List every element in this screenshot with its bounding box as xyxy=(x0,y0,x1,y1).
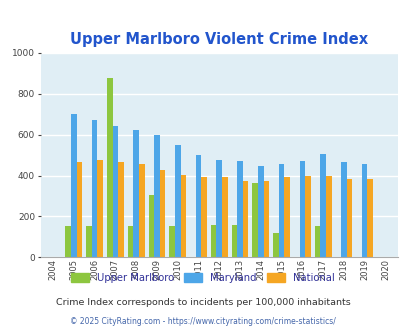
Bar xyxy=(118,162,124,257)
Bar xyxy=(231,225,237,257)
Bar xyxy=(195,155,201,257)
Bar xyxy=(314,226,320,257)
Bar xyxy=(284,177,289,257)
Bar xyxy=(305,176,310,257)
Bar xyxy=(340,162,346,257)
Text: © 2025 CityRating.com - https://www.cityrating.com/crime-statistics/: © 2025 CityRating.com - https://www.city… xyxy=(70,317,335,326)
Bar xyxy=(361,164,367,257)
Bar xyxy=(320,154,325,257)
Title: Upper Marlboro Violent Crime Index: Upper Marlboro Violent Crime Index xyxy=(70,32,367,48)
Bar xyxy=(169,226,175,257)
Bar xyxy=(210,225,216,257)
Bar xyxy=(139,164,144,257)
Bar xyxy=(201,177,207,257)
Bar xyxy=(237,161,242,257)
Bar xyxy=(175,145,180,257)
Bar xyxy=(86,226,92,257)
Bar xyxy=(180,175,185,257)
Bar xyxy=(367,179,372,257)
Bar xyxy=(252,183,257,257)
Bar xyxy=(133,130,139,257)
Bar xyxy=(257,166,263,257)
Bar xyxy=(77,162,82,257)
Bar xyxy=(299,161,305,257)
Bar xyxy=(325,176,331,257)
Bar xyxy=(154,135,159,257)
Bar xyxy=(278,164,284,257)
Bar xyxy=(242,181,248,257)
Bar xyxy=(216,160,222,257)
Bar xyxy=(273,233,278,257)
Legend: Upper Marlboro, Maryland, National: Upper Marlboro, Maryland, National xyxy=(67,269,338,287)
Bar xyxy=(107,79,112,257)
Bar xyxy=(112,126,118,257)
Bar xyxy=(159,170,165,257)
Bar xyxy=(71,114,77,257)
Bar xyxy=(128,226,133,257)
Bar xyxy=(92,120,97,257)
Bar xyxy=(97,160,103,257)
Bar xyxy=(222,177,227,257)
Bar xyxy=(263,181,269,257)
Text: Crime Index corresponds to incidents per 100,000 inhabitants: Crime Index corresponds to incidents per… xyxy=(55,298,350,307)
Bar xyxy=(65,226,71,257)
Bar xyxy=(346,179,352,257)
Bar xyxy=(148,195,154,257)
